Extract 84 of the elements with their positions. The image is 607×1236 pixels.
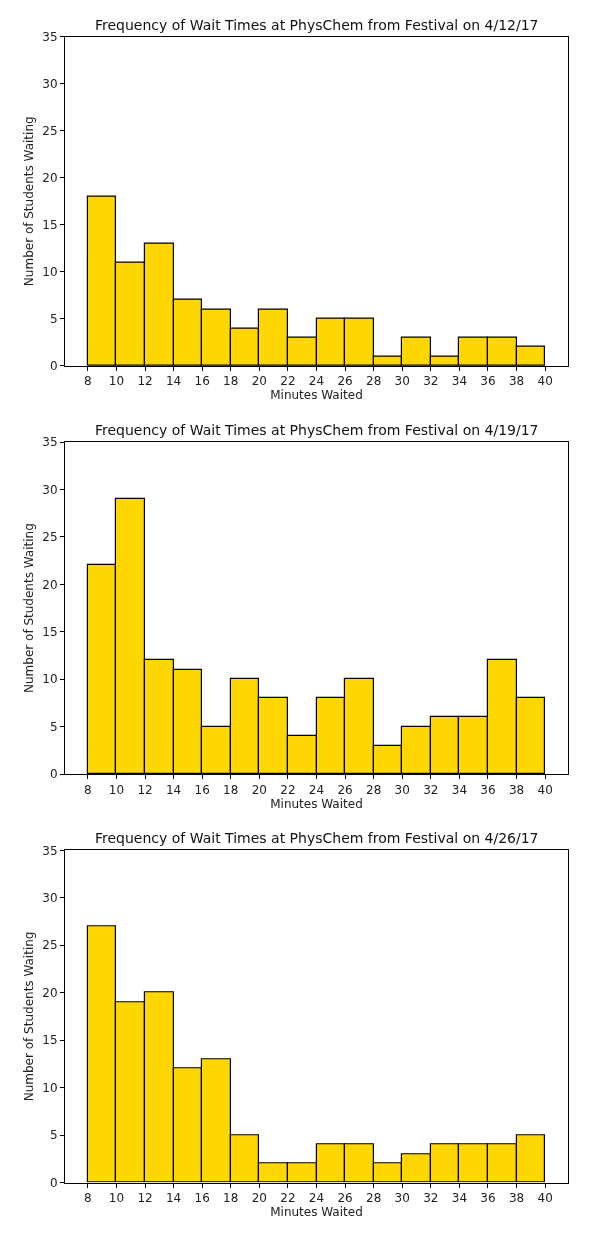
x-axis-title: Minutes Waited (270, 796, 363, 811)
x-tick-label: 36 (480, 1190, 496, 1205)
y-tick-label: 25 (42, 530, 58, 545)
x-tick-label: 36 (480, 782, 496, 797)
y-tick-label: 0 (49, 767, 58, 782)
y-tick-label: 15 (42, 1033, 58, 1048)
x-tick-label: 32 (423, 782, 439, 797)
x-tick-label: 22 (280, 1190, 296, 1205)
y-tick-label: 15 (42, 217, 58, 232)
x-axis-title: Minutes Waited (270, 388, 363, 403)
y-tick-label: 5 (49, 719, 58, 734)
x-tick-label: 34 (451, 782, 468, 797)
x-tick-label: 26 (337, 1190, 353, 1205)
x-tick-label: 10 (108, 1190, 125, 1205)
y-tick-label: 15 (42, 625, 58, 640)
x-tick-label: 12 (137, 1190, 153, 1205)
y-tick-label: 35 (42, 29, 58, 44)
x-tick-label: 32 (423, 1190, 439, 1205)
x-tick-label: 18 (223, 374, 239, 389)
chart-title: Frequency of Wait Times at PhysChem from Festival on 4/26/17 (95, 830, 539, 846)
x-tick-label: 34 (451, 1190, 468, 1205)
x-tick-label: 14 (165, 1190, 182, 1205)
x-tick-label: 8 (84, 782, 92, 797)
x-tick-label: 16 (194, 1190, 210, 1205)
y-tick-label: 30 (42, 482, 58, 497)
y-tick-label: 0 (49, 359, 58, 374)
x-tick-label: 38 (508, 1190, 525, 1205)
y-tick-label: 5 (49, 312, 58, 327)
x-tick-label: 18 (223, 1190, 239, 1205)
x-tick-label: 22 (280, 782, 296, 797)
x-tick-label: 24 (308, 1190, 325, 1205)
y-axis-title: Number of Students Waiting (21, 523, 36, 693)
y-tick-label: 30 (42, 76, 58, 91)
x-tick-label: 38 (508, 374, 525, 389)
x-tick-label: 26 (337, 374, 353, 389)
y-tick-label: 25 (42, 123, 58, 138)
y-tick-label: 25 (42, 938, 58, 953)
x-tick-label: 16 (194, 374, 210, 389)
x-tick-label: 14 (165, 374, 182, 389)
x-tick-label: 30 (394, 1190, 410, 1205)
x-tick-label: 20 (251, 1190, 267, 1205)
x-tick-label: 28 (366, 782, 382, 797)
y-tick-label: 35 (42, 843, 58, 858)
x-tick-label: 18 (223, 782, 239, 797)
y-tick-label: 35 (42, 435, 58, 450)
x-tick-label: 34 (451, 374, 468, 389)
y-axis-title: Number of Students Waiting (21, 931, 36, 1102)
x-tick-label: 14 (165, 782, 182, 797)
x-tick-label: 8 (84, 374, 92, 389)
x-tick-label: 16 (194, 782, 210, 797)
chart-title: Frequency of Wait Times at PhysChem from Festival on 4/12/17 (95, 17, 539, 33)
x-tick-label: 40 (537, 782, 553, 797)
x-tick-label: 20 (251, 374, 267, 389)
y-tick-label: 20 (42, 985, 58, 1000)
chart-title: Frequency of Wait Times at PhysChem from Festival on 4/19/17 (95, 422, 539, 438)
x-tick-label: 12 (137, 374, 153, 389)
x-tick-label: 26 (337, 782, 353, 797)
y-axis-title: Number of Students Waiting (21, 116, 36, 287)
x-tick-label: 24 (308, 782, 325, 797)
x-tick-label: 32 (423, 374, 439, 389)
x-axis-title: Minutes Waited (270, 1204, 363, 1219)
y-tick-label: 30 (42, 891, 58, 905)
x-tick-label: 22 (280, 374, 296, 389)
x-tick-label: 30 (394, 782, 410, 797)
x-tick-label: 28 (366, 374, 382, 389)
x-tick-label: 40 (537, 1190, 553, 1205)
x-tick-label: 30 (394, 374, 410, 389)
x-tick-label: 8 (84, 1190, 92, 1205)
x-tick-label: 10 (108, 782, 125, 797)
x-tick-label: 40 (537, 374, 553, 389)
x-tick-label: 20 (251, 782, 267, 797)
y-tick-label: 10 (42, 672, 58, 687)
y-tick-label: 0 (49, 1175, 58, 1190)
y-tick-label: 10 (42, 1080, 58, 1095)
x-tick-label: 36 (480, 374, 496, 389)
x-tick-label: 24 (308, 374, 325, 389)
x-tick-label: 10 (108, 374, 125, 389)
y-tick-label: 5 (49, 1128, 58, 1143)
x-tick-label: 38 (508, 782, 525, 797)
y-tick-label: 20 (42, 577, 58, 592)
y-tick-label: 20 (42, 170, 58, 185)
x-tick-label: 28 (366, 1190, 382, 1205)
x-tick-label: 12 (137, 782, 153, 797)
y-tick-label: 10 (42, 265, 58, 280)
